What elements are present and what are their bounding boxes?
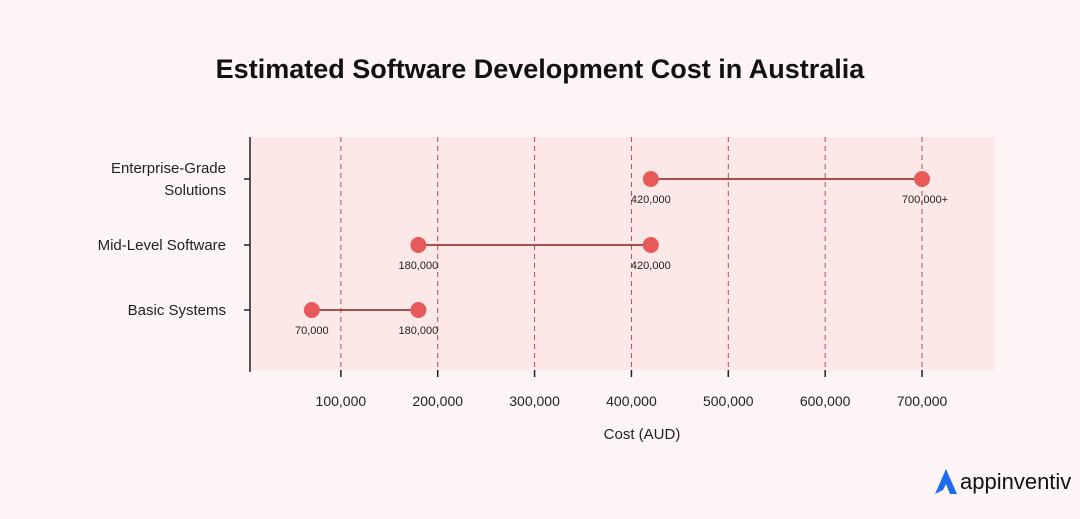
category-label: Enterprise-Grade Solutions [111, 160, 226, 199]
plot-area [250, 137, 995, 370]
logo-text: appinventiv [960, 469, 1071, 494]
max-data-label: 180,000 [398, 325, 438, 337]
min-data-label: 180,000 [398, 260, 438, 272]
max-data-label: 420,000 [631, 260, 671, 272]
x-tick-label: 700,000 [897, 393, 948, 409]
max-dot [410, 302, 427, 318]
chart-title: Estimated Software Development Cost in A… [216, 54, 866, 84]
brand-logo: appinventiv [935, 469, 1071, 494]
x-tick-label: 400,000 [606, 393, 657, 409]
x-tick-label: 300,000 [509, 393, 560, 409]
x-axis-label: Cost (AUD) [604, 426, 681, 443]
min-data-label: 420,000 [631, 194, 671, 206]
x-tick-label: 600,000 [800, 393, 851, 409]
x-tick-label: 200,000 [412, 393, 463, 409]
logo-icon [935, 469, 957, 494]
max-dot [642, 237, 659, 253]
min-data-label: 70,000 [295, 325, 329, 337]
x-tick-label: 100,000 [316, 393, 367, 409]
max-data-label: 700,000+ [902, 194, 948, 206]
min-dot [410, 237, 427, 253]
x-tick-label: 500,000 [703, 393, 754, 409]
min-dot [642, 171, 659, 187]
category-label: Mid-Level Software [98, 237, 226, 254]
max-dot [914, 171, 931, 187]
min-dot [303, 302, 320, 318]
category-label: Basic Systems [128, 302, 226, 319]
